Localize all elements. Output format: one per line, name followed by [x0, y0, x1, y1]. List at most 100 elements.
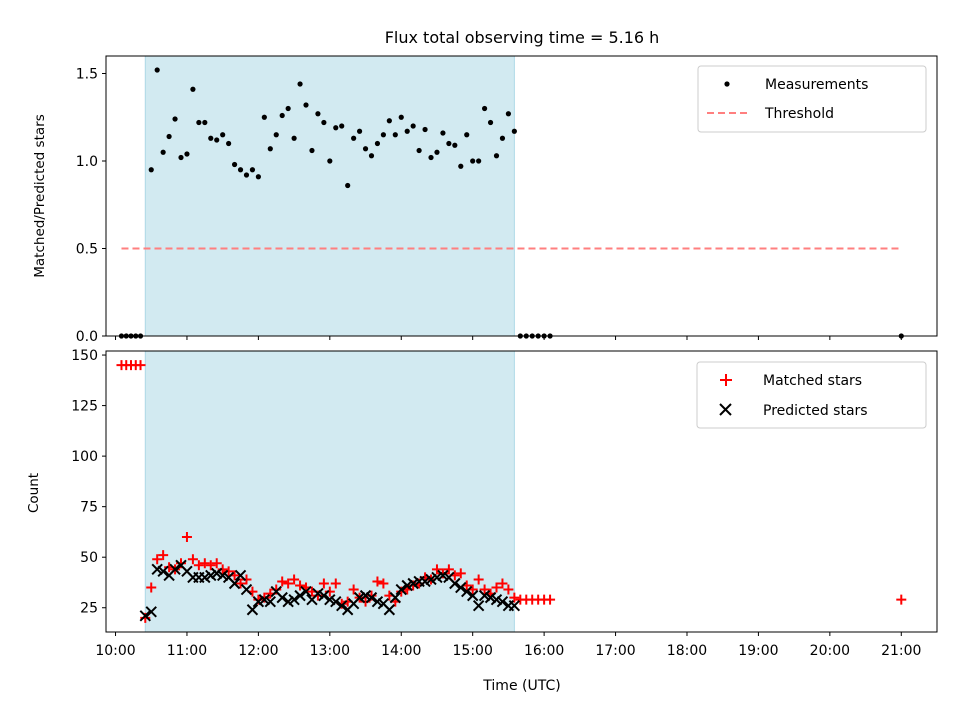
- x-tick-label: 20:00: [810, 643, 850, 659]
- measurement-point: [362, 146, 369, 152]
- measurement-point: [249, 167, 256, 173]
- matched-star-point: [497, 578, 508, 589]
- count-y-axis-label: Count: [26, 473, 42, 513]
- x-tick-label: 10:00: [95, 643, 135, 659]
- matched-star-point: [277, 576, 288, 587]
- measurement-point: [202, 119, 208, 126]
- measurement-point: [493, 153, 500, 159]
- predicted-star-point: [157, 565, 169, 578]
- matched-star-point: [324, 586, 335, 597]
- measurement-point: [410, 123, 416, 129]
- ratio-panel: Flux total observing time = 5.16 h 0.00.…: [32, 28, 938, 345]
- predicted-star-point: [294, 589, 306, 602]
- measurement-point: [178, 154, 184, 161]
- predicted-star-point: [336, 600, 348, 612]
- matched-star-point: [241, 574, 252, 585]
- x-axis-label: Time (UTC): [482, 678, 560, 694]
- measurement-point: [208, 135, 214, 141]
- threshold-legend-label: Threshold: [764, 106, 834, 122]
- predicted-star-point: [234, 569, 247, 582]
- measurement-point: [339, 123, 345, 129]
- predicted-star-point: [300, 585, 312, 598]
- matched-star-point: [217, 564, 228, 575]
- matched-star-point: [443, 564, 454, 575]
- predicted-star-point: [246, 604, 259, 616]
- measurement-point: [517, 333, 523, 339]
- predicted-star-point: [240, 583, 253, 596]
- matched-star-point: [491, 582, 502, 593]
- measurement-point: [285, 105, 291, 112]
- matched-star-point: [372, 576, 383, 587]
- measurement-point: [392, 132, 398, 138]
- x-tick-label: 11:00: [167, 643, 207, 659]
- chart-title: Flux total observing time = 5.16 h: [385, 28, 660, 47]
- measurement-point: [237, 167, 244, 173]
- matched-star-point: [283, 578, 294, 589]
- measurement-point: [154, 67, 160, 73]
- measurement-point: [309, 147, 315, 154]
- ratio-y-axis-label: Matched/Predicted stars: [32, 114, 48, 277]
- measurement-point: [333, 125, 339, 131]
- matched-star-point: [479, 584, 490, 595]
- measurement-point: [404, 128, 410, 134]
- matched-star-point: [193, 560, 204, 571]
- measurement-point: [166, 133, 172, 140]
- predicted-star-point: [139, 610, 151, 622]
- measurements-legend-marker: [724, 81, 730, 87]
- ratio-legend-box: [697, 65, 927, 133]
- measurement-point: [541, 333, 547, 339]
- measurement-point: [452, 142, 458, 148]
- x-tick-label: 15:00: [453, 643, 493, 659]
- measurement-point: [422, 126, 428, 133]
- predicted-star-point: [145, 606, 157, 618]
- measurement-point: [128, 333, 134, 339]
- measurement-point: [118, 333, 125, 339]
- measurement-point: [345, 182, 351, 189]
- predicted-star-point: [365, 591, 378, 604]
- measurement-point: [315, 111, 321, 117]
- matched-star-point: [318, 578, 329, 589]
- predicted-star-point: [169, 563, 181, 576]
- ratio-observing-window: [144, 55, 515, 337]
- measurement-point: [137, 333, 144, 339]
- count-y-tick-label: 75: [80, 500, 98, 516]
- ratio-y-tick-label: 1.5: [76, 67, 98, 83]
- predicted-star-point: [228, 577, 241, 590]
- matched-star-point: [348, 584, 359, 595]
- measurement-point: [356, 128, 363, 134]
- matched-star-point: [235, 578, 246, 589]
- matched-star-point: [545, 594, 556, 605]
- measurement-point: [428, 154, 434, 161]
- measurement-point: [220, 132, 226, 138]
- x-tick-label: 21:00: [881, 643, 921, 659]
- ratio-y-tick-label: 1.0: [76, 154, 98, 170]
- matched-star-point: [199, 558, 210, 569]
- matched-star-point: [187, 554, 198, 565]
- measurement-point: [440, 130, 446, 136]
- predicted-star-point: [395, 583, 407, 596]
- predicted-legend-marker: [719, 403, 732, 416]
- measurement-point: [481, 105, 488, 112]
- matched-star-point: [146, 582, 157, 593]
- matched-star-point: [378, 578, 389, 589]
- measurement-point: [297, 81, 303, 87]
- measurement-point: [416, 147, 422, 154]
- measurement-point: [499, 135, 506, 141]
- count-y-tick-label: 25: [80, 601, 98, 617]
- count-y-tick-label: 150: [71, 348, 98, 364]
- measurement-point: [547, 333, 553, 339]
- x-tick-label: 19:00: [738, 643, 778, 659]
- predicted-star-point: [383, 604, 396, 616]
- count-legend-box: [696, 361, 927, 429]
- predicted-star-point: [276, 591, 288, 604]
- predicted-star-point: [318, 589, 330, 602]
- x-tick-label: 13:00: [310, 643, 350, 659]
- ratio-legend: Measurements Threshold: [697, 65, 927, 133]
- predicted-star-point: [496, 595, 509, 608]
- matched-star-point: [509, 592, 520, 603]
- predicted-star-point: [389, 591, 402, 604]
- count-plot-area: 25 50 75 100 125 150 10:00 11:00 12:00 13:00 14:00…: [71, 348, 938, 659]
- measurement-point: [261, 114, 267, 120]
- measurement-point: [226, 140, 232, 147]
- count-y-tick-label: 50: [80, 550, 98, 566]
